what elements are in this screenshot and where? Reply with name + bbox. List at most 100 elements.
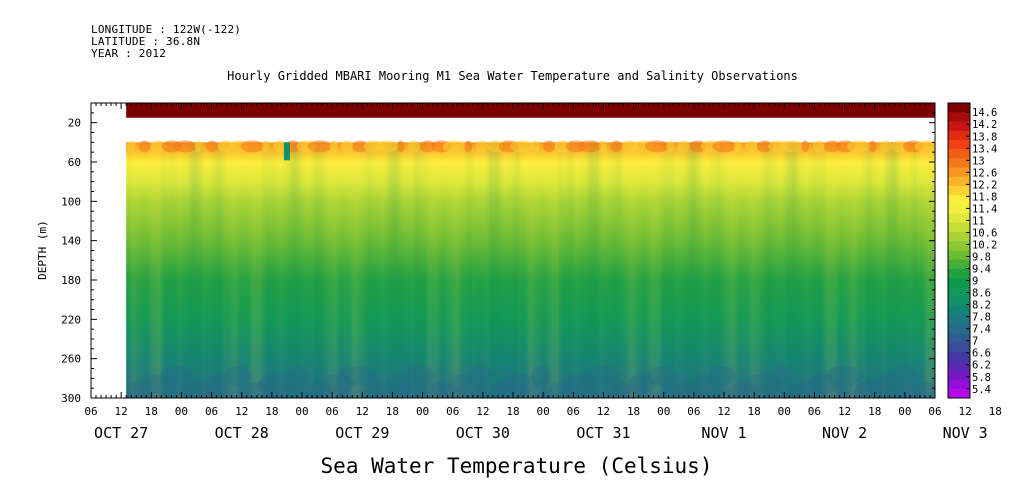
deep-cool-patch <box>744 374 783 394</box>
x-hour-label: 00 <box>175 405 188 418</box>
colorbar-label: 8.2 <box>972 300 991 312</box>
x-hour-label: 12 <box>959 405 972 418</box>
colorbar-swatch <box>948 149 970 159</box>
deep-cool-patch <box>258 374 297 394</box>
y-tick-label: 140 <box>61 235 81 248</box>
y-tick-label: 300 <box>61 392 81 405</box>
surface-mottle <box>173 140 198 153</box>
deep-cool-patch <box>386 374 413 394</box>
colorbar-label: 6.6 <box>972 348 991 360</box>
surface-mottle <box>756 140 773 153</box>
colorbar-swatch <box>948 167 970 178</box>
deep-cool-patch <box>287 366 308 386</box>
surface-mottle <box>577 140 602 153</box>
deep-cool-patch <box>888 366 921 386</box>
colorbar-swatch <box>948 333 970 344</box>
surface-mottle <box>779 140 804 153</box>
y-tick-label: 20 <box>68 117 81 130</box>
surface-mottle <box>621 140 638 153</box>
surface-mottle <box>891 140 908 153</box>
surface-mottle <box>847 140 872 153</box>
colorbar-swatch <box>948 259 970 270</box>
heatmap-area <box>126 103 935 398</box>
surface-mottle <box>801 140 810 153</box>
x-hour-label: 06 <box>808 405 821 418</box>
deep-cool-patch <box>773 366 794 386</box>
x-hour-label: 06 <box>446 405 459 418</box>
colorbar-label: 10.2 <box>972 239 997 251</box>
deep-cool-patch <box>177 382 216 398</box>
x-day-label: OCT 30 <box>456 424 510 442</box>
chart-title: Hourly Gridded MBARI Mooring M1 Sea Wate… <box>227 69 798 83</box>
x-day-label: OCT 31 <box>576 424 630 442</box>
deep-cool-patch <box>871 374 898 394</box>
colorbar-swatch <box>948 204 970 215</box>
surface-mottle <box>610 140 623 153</box>
colorbar-swatch <box>948 103 970 113</box>
colorbar-label: 7.8 <box>972 312 991 324</box>
year-label: YEAR : 2012 <box>91 47 167 60</box>
surface-mottle <box>812 140 825 153</box>
colorbar-label: 9.4 <box>972 264 991 276</box>
colorbar-frame <box>947 102 971 399</box>
deep-cool-patch <box>565 374 598 394</box>
deep-cool-patch <box>726 382 759 398</box>
x-axis: 06 12 18 00 06 12 18 00 06 12 18 00 06 12 18 00 06 12 18 00… <box>84 103 1002 442</box>
x-hour-label: 18 <box>748 405 761 418</box>
colorbar-swatch <box>948 296 970 307</box>
deep-cool-patch <box>628 374 655 394</box>
surface-mottle <box>329 140 338 153</box>
colorbar-swatch <box>948 379 970 390</box>
x-day-label: OCT 29 <box>335 424 389 442</box>
colorbar: 14.614.213.813.41312.612.211.811.41110.6… <box>947 102 997 399</box>
colorbar-swatch <box>948 250 970 261</box>
surface-mottle <box>240 140 265 153</box>
colorbar-swatch <box>948 370 970 381</box>
surface-mottle <box>644 140 669 153</box>
deep-cool-patch <box>143 374 170 394</box>
x-hour-label: 18 <box>145 405 158 418</box>
colorbar-label: 8.6 <box>972 288 991 300</box>
colorbar-swatch <box>948 388 970 399</box>
y-tick-label: 260 <box>61 353 81 366</box>
x-hour-label: 00 <box>778 405 791 418</box>
y-tick-label: 220 <box>61 313 81 326</box>
deep-cool-patch <box>305 382 332 398</box>
surface-mottle <box>666 140 675 153</box>
x-hour-label: 06 <box>205 405 218 418</box>
colorbar-swatch <box>948 241 970 251</box>
surface-mottle <box>307 140 332 153</box>
deep-cool-patch <box>207 374 228 394</box>
colorbar-label: 11.4 <box>972 203 997 215</box>
x-hour-label: 12 <box>838 405 851 418</box>
colorbar-swatch <box>948 158 970 169</box>
deep-cool-patch <box>807 374 840 394</box>
colorbar-swatch <box>948 361 970 371</box>
colorbar-swatch <box>948 351 970 362</box>
colorbar-swatch <box>948 278 970 288</box>
surface-mottle <box>598 140 607 153</box>
surface-mottle <box>531 140 540 153</box>
cold-intrusion <box>283 142 290 161</box>
surface-mottle <box>677 140 690 153</box>
deep-cool-patch <box>501 374 540 394</box>
x-hour-label: 00 <box>537 405 550 418</box>
deep-cool-patch <box>824 366 863 386</box>
x-hour-label: 06 <box>928 405 941 418</box>
surface-mottle <box>880 140 893 153</box>
deep-cool-patch <box>530 366 551 386</box>
surface-mottle <box>419 140 436 153</box>
x-hour-label: 18 <box>506 405 519 418</box>
x-hour-label: 12 <box>476 405 489 418</box>
colorbar-label: 7 <box>972 336 978 348</box>
surface-mottle <box>554 140 571 153</box>
surface-mottle <box>745 140 758 153</box>
x-day-label: NOV 2 <box>822 424 867 442</box>
surface-temperature-band <box>126 103 935 118</box>
x-hour-label: 06 <box>84 405 97 418</box>
surface-mottle <box>689 140 706 153</box>
colorbar-label: 9 <box>972 276 978 288</box>
x-hour-label: 00 <box>898 405 911 418</box>
colorbar-swatch <box>948 112 970 122</box>
